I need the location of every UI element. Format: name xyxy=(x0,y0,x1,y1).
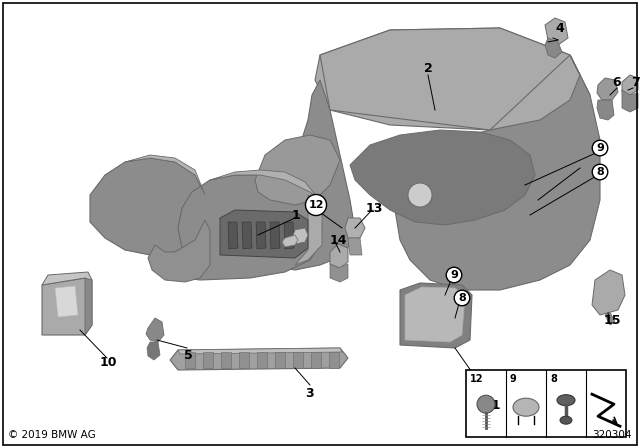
Text: 8: 8 xyxy=(458,293,466,303)
Polygon shape xyxy=(592,270,625,315)
Text: 6: 6 xyxy=(612,76,621,89)
Polygon shape xyxy=(203,352,213,368)
Text: 15: 15 xyxy=(604,314,621,327)
Polygon shape xyxy=(545,38,562,58)
Ellipse shape xyxy=(557,395,575,406)
Text: 13: 13 xyxy=(365,202,383,215)
Polygon shape xyxy=(42,272,92,285)
Polygon shape xyxy=(315,28,590,130)
Polygon shape xyxy=(597,78,618,100)
Text: 1: 1 xyxy=(292,208,300,221)
Text: 9: 9 xyxy=(596,143,604,153)
Text: 11: 11 xyxy=(483,399,500,412)
Polygon shape xyxy=(345,218,365,238)
Text: 5: 5 xyxy=(184,349,193,362)
Text: 12: 12 xyxy=(308,200,324,210)
Polygon shape xyxy=(330,244,348,268)
Polygon shape xyxy=(55,286,78,317)
Polygon shape xyxy=(292,228,308,244)
Polygon shape xyxy=(42,278,92,335)
Polygon shape xyxy=(622,75,638,95)
Polygon shape xyxy=(220,210,308,258)
Polygon shape xyxy=(293,352,303,368)
Text: 9: 9 xyxy=(450,270,458,280)
FancyBboxPatch shape xyxy=(466,370,626,437)
Polygon shape xyxy=(605,312,615,325)
Ellipse shape xyxy=(513,398,539,416)
Polygon shape xyxy=(255,80,355,270)
Polygon shape xyxy=(295,195,322,265)
Circle shape xyxy=(477,395,495,413)
Polygon shape xyxy=(597,100,614,120)
Text: 2: 2 xyxy=(424,61,433,74)
Text: 14: 14 xyxy=(329,233,347,246)
Polygon shape xyxy=(400,283,472,348)
Polygon shape xyxy=(320,28,570,130)
Ellipse shape xyxy=(560,416,572,424)
Polygon shape xyxy=(239,352,249,368)
Polygon shape xyxy=(395,55,600,290)
Text: 3: 3 xyxy=(306,387,314,400)
Polygon shape xyxy=(90,158,205,255)
Polygon shape xyxy=(146,318,164,342)
Text: 320304: 320304 xyxy=(593,430,632,440)
Polygon shape xyxy=(284,222,294,249)
Polygon shape xyxy=(275,352,285,368)
Polygon shape xyxy=(178,348,342,354)
Text: 9: 9 xyxy=(510,374,516,384)
Polygon shape xyxy=(330,264,348,282)
Polygon shape xyxy=(242,222,252,249)
Polygon shape xyxy=(545,18,568,45)
Polygon shape xyxy=(282,235,298,247)
Text: 8: 8 xyxy=(550,374,557,384)
Text: 4: 4 xyxy=(556,22,564,34)
Polygon shape xyxy=(270,222,280,249)
Polygon shape xyxy=(221,352,231,368)
Polygon shape xyxy=(147,342,160,360)
Polygon shape xyxy=(405,287,465,342)
Polygon shape xyxy=(210,170,318,198)
Polygon shape xyxy=(622,90,638,112)
Polygon shape xyxy=(170,348,348,370)
Text: 10: 10 xyxy=(99,356,116,369)
Polygon shape xyxy=(85,278,92,335)
Polygon shape xyxy=(256,222,266,249)
Text: 12: 12 xyxy=(470,374,483,384)
Text: © 2019 BMW AG: © 2019 BMW AG xyxy=(8,430,96,440)
Circle shape xyxy=(408,183,432,207)
Polygon shape xyxy=(257,352,267,368)
Polygon shape xyxy=(348,238,362,255)
Polygon shape xyxy=(125,155,205,195)
Text: 7: 7 xyxy=(630,76,639,89)
Polygon shape xyxy=(228,222,238,249)
Polygon shape xyxy=(329,352,339,368)
Polygon shape xyxy=(155,175,322,280)
Polygon shape xyxy=(255,135,340,205)
Text: 8: 8 xyxy=(596,167,604,177)
Polygon shape xyxy=(311,352,321,368)
Polygon shape xyxy=(185,352,195,368)
Polygon shape xyxy=(350,130,535,225)
Polygon shape xyxy=(148,220,210,282)
